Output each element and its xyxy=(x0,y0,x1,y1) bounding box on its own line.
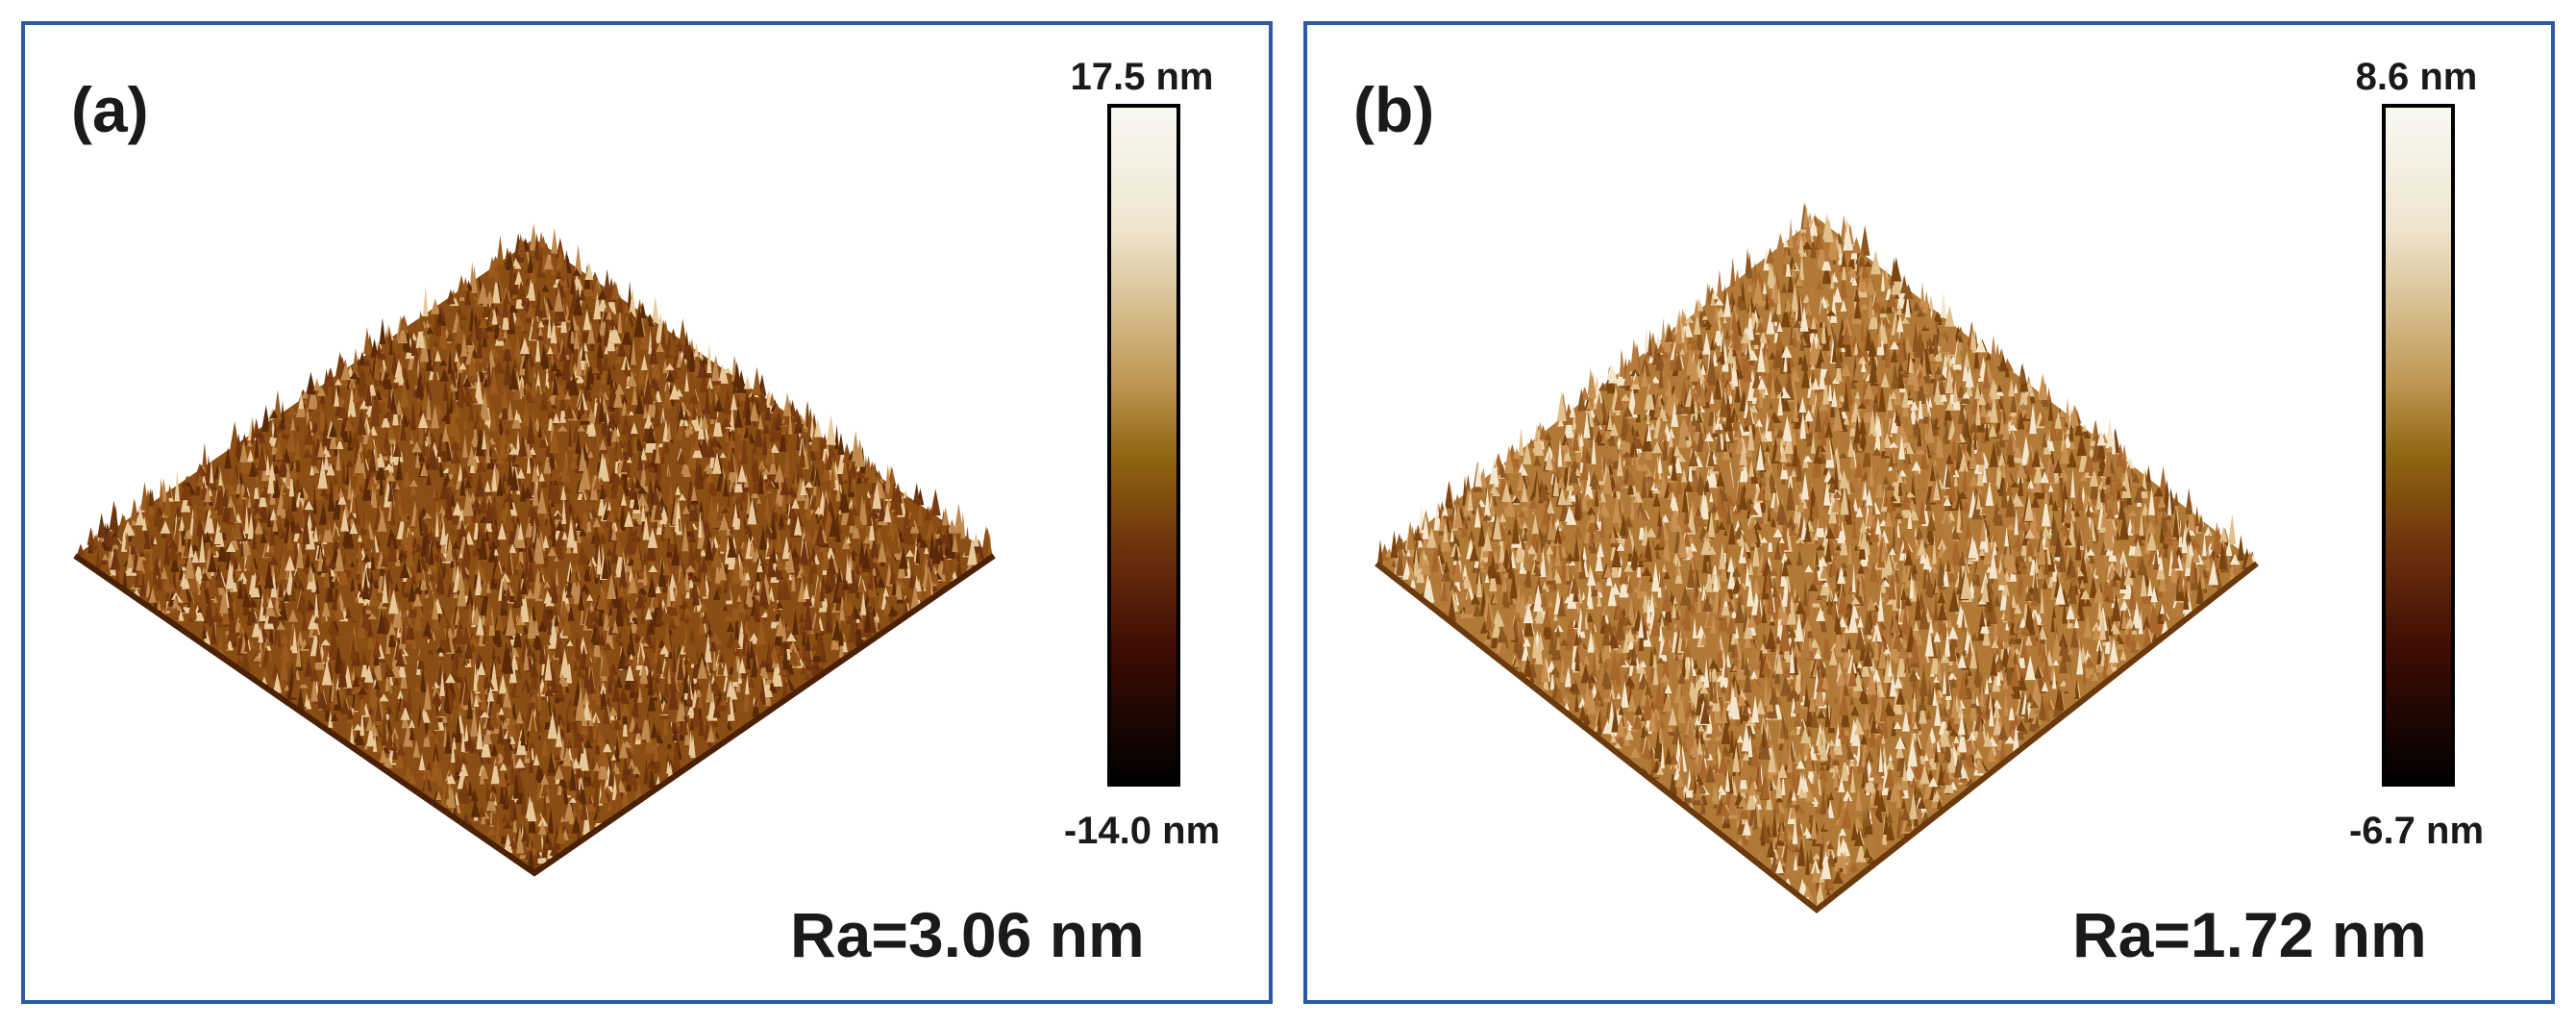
colorbar-max-label: 17.5 nm xyxy=(1070,56,1214,98)
height-colorbar-icon xyxy=(1107,104,1180,787)
height-colorbar-icon xyxy=(2382,104,2455,787)
panel-label: (b) xyxy=(1353,74,1435,145)
roughness-value: Ra=3.06 nm xyxy=(790,899,1145,970)
colorbar-min-label: -6.7 nm xyxy=(2348,810,2485,852)
afm-3d-surface-icon xyxy=(1375,201,2259,914)
panel-label: (a) xyxy=(71,74,149,145)
colorbar-max-label: 8.6 nm xyxy=(2355,56,2478,98)
afm-3d-surface-icon xyxy=(73,223,996,877)
colorbar-min-label: -14.0 nm xyxy=(1063,810,1221,852)
roughness-value: Ra=1.72 nm xyxy=(2072,899,2427,970)
panel-a: (a) 17.5 nm -14.0 nm Ra=3.06 nm xyxy=(21,21,1273,1004)
panel-b: (b) 8.6 nm -6.7 nm Ra=1.72 nm xyxy=(1303,21,2555,1004)
